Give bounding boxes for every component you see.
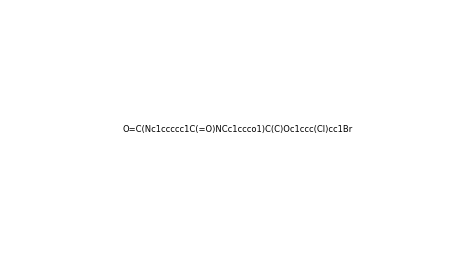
Text: O=C(Nc1ccccc1C(=O)NCc1ccco1)C(C)Oc1ccc(Cl)cc1Br: O=C(Nc1ccccc1C(=O)NCc1ccco1)C(C)Oc1ccc(C…: [122, 125, 352, 134]
